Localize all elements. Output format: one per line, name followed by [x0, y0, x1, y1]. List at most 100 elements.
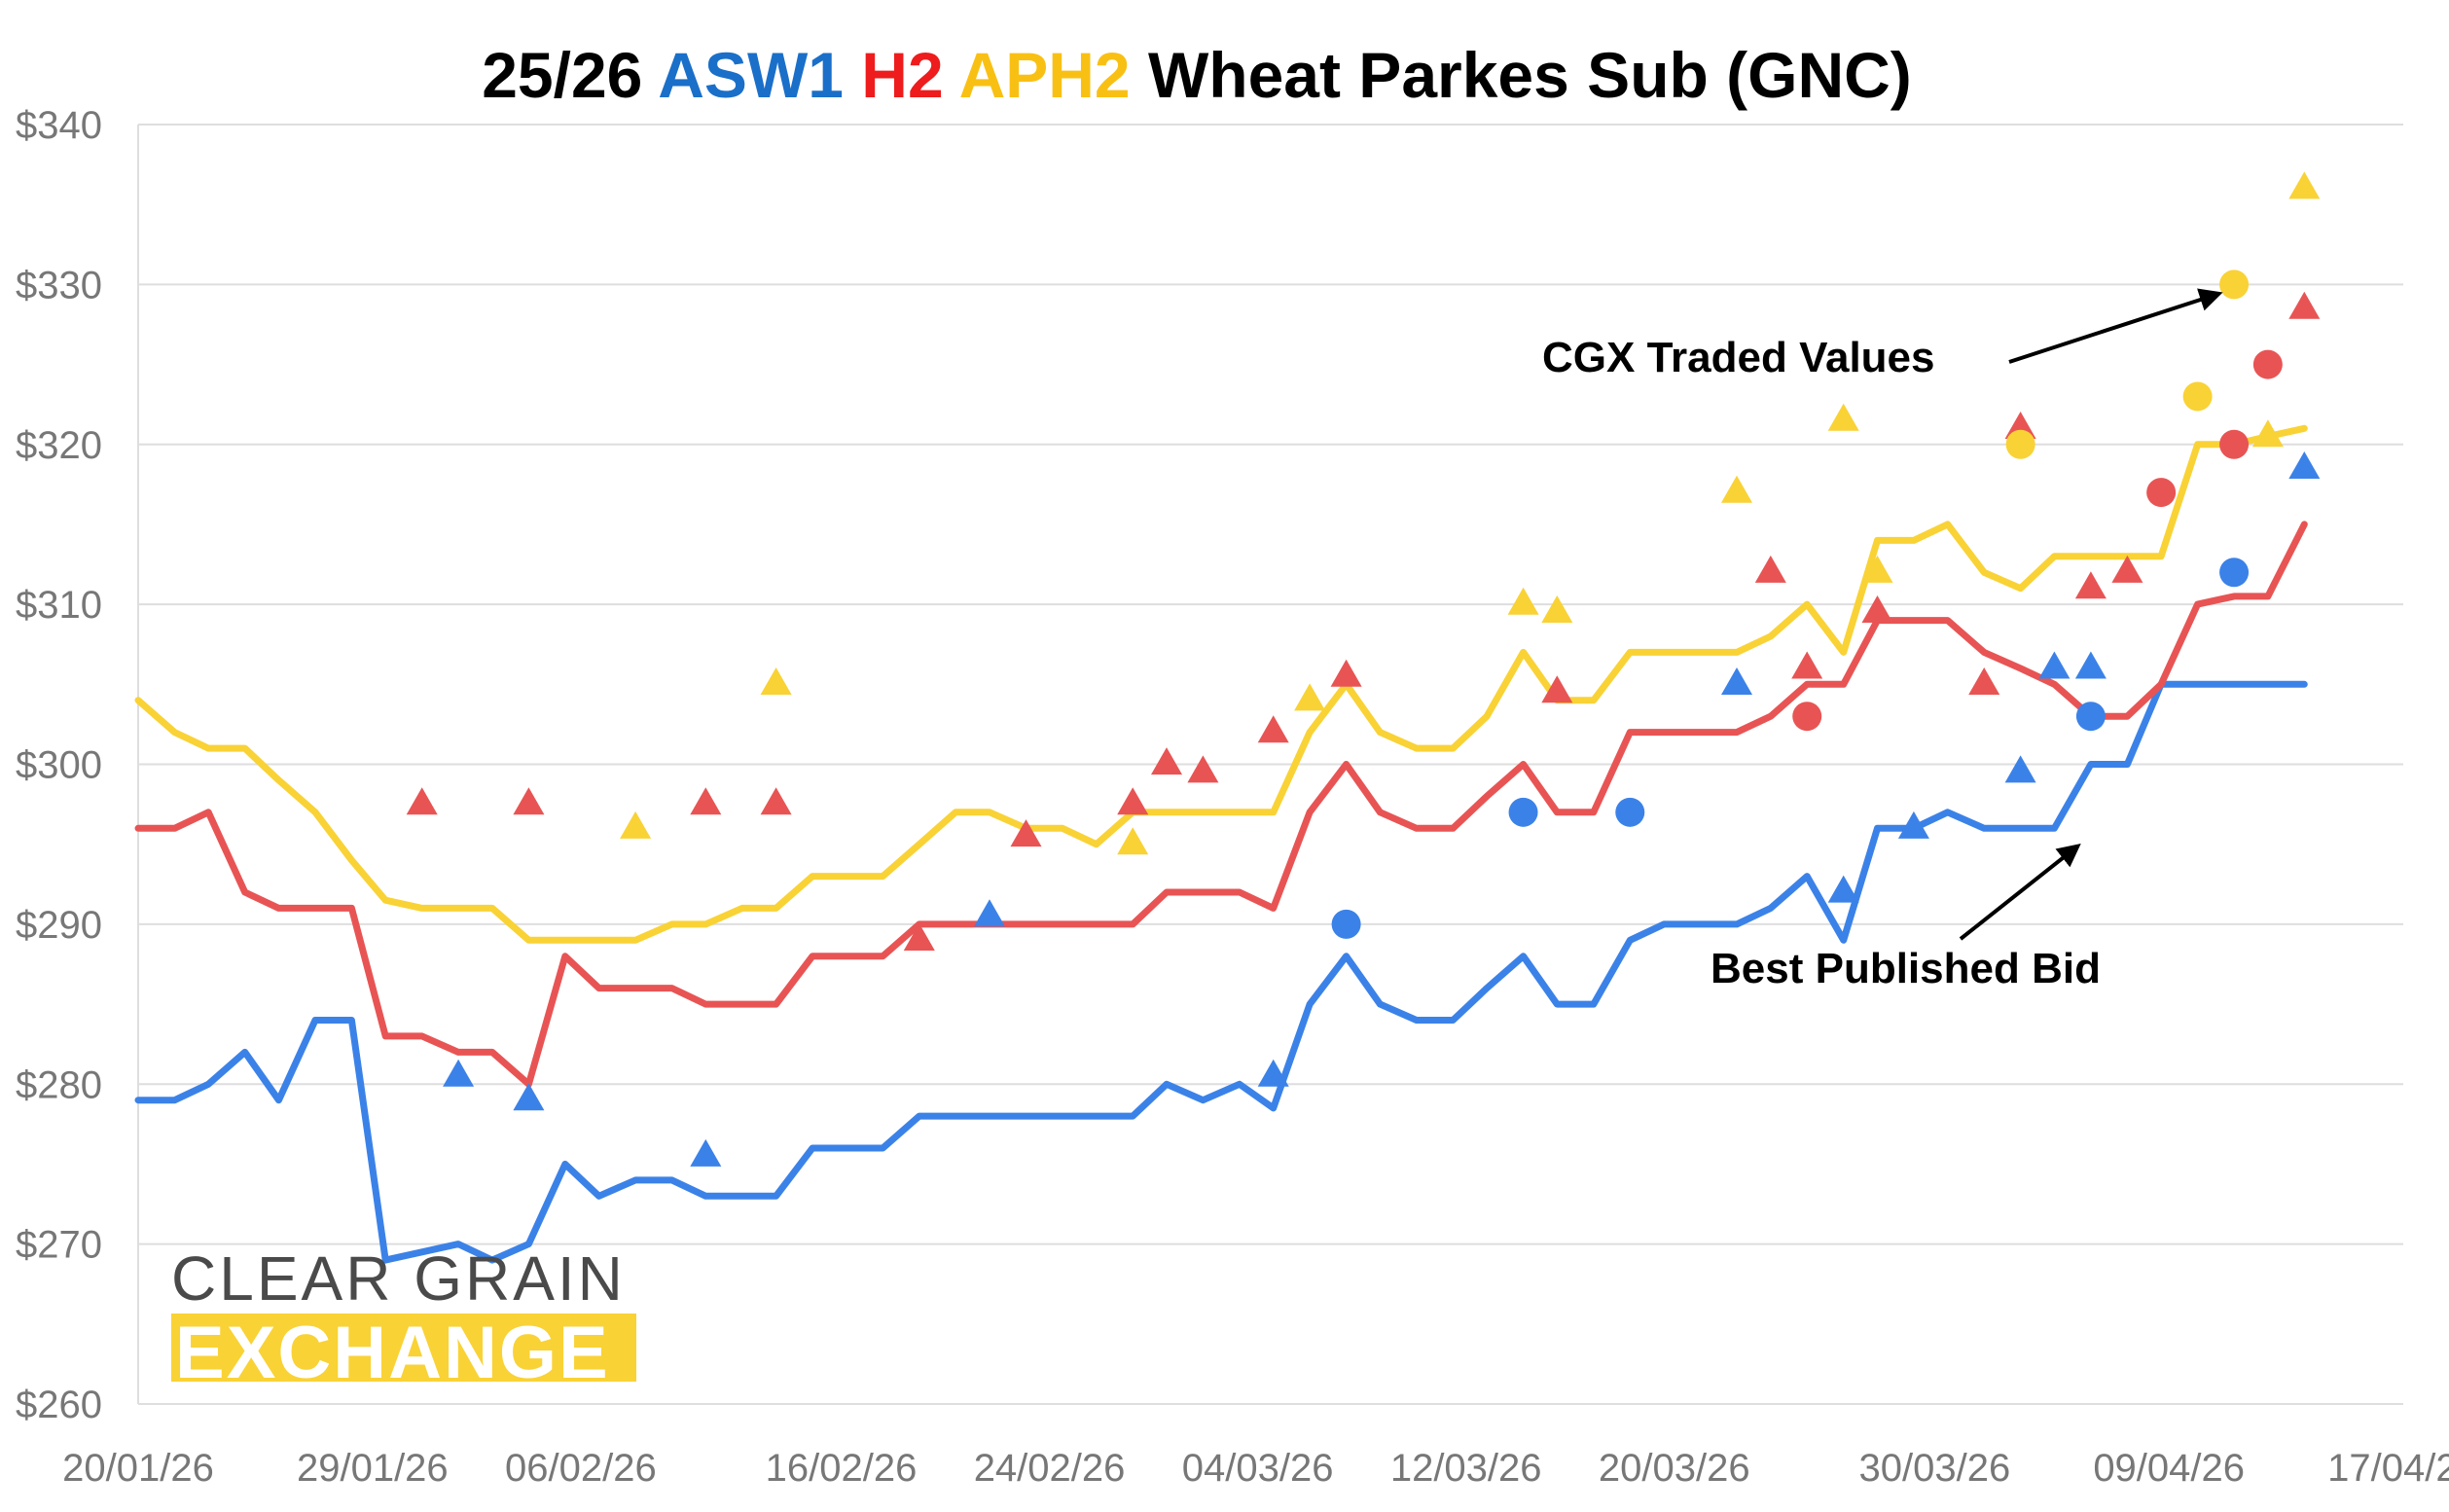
- marker-h2-traded-triangle: [406, 787, 438, 815]
- marker-asw1-traded-triangle: [2288, 451, 2321, 479]
- marker-aph2-traded-triangle: [1507, 587, 1539, 615]
- marker-asw1-traded-circle: [1615, 797, 1645, 827]
- bid-lines: [134, 424, 2308, 1264]
- marker-aph2-traded-triangle: [1541, 595, 1573, 623]
- traded-markers: [406, 171, 2321, 1167]
- marker-h2-traded-triangle: [1861, 595, 1893, 623]
- marker-h2-traded-triangle: [1754, 555, 1786, 583]
- series-line-h2-bid: [134, 521, 2308, 1088]
- x-tick-label: 04/03/26: [1182, 1447, 1334, 1490]
- title-part: [944, 39, 959, 111]
- title-part: Wheat Parkes Sub (GNC): [1131, 39, 1912, 111]
- annotation-traded-arrow: [2008, 288, 2223, 364]
- title-part: [844, 39, 861, 111]
- marker-h2-traded-triangle: [1187, 755, 1219, 783]
- marker-asw1-traded-triangle: [443, 1059, 475, 1087]
- series-line-asw1-bid: [134, 680, 2308, 1264]
- marker-aph2-traded-triangle: [1117, 827, 1149, 855]
- marker-asw1-traded-triangle: [2074, 651, 2107, 679]
- annotation-best-bid: Best Published Bid: [1711, 945, 2101, 992]
- marker-h2-traded-triangle: [2111, 555, 2143, 583]
- marker-aph2-traded-triangle: [1721, 475, 1752, 503]
- x-tick-label: 17/04/26: [2327, 1447, 2449, 1490]
- annotation-bid-arrow: [1959, 844, 2081, 941]
- title-part: 25/26: [482, 39, 658, 111]
- x-tick-label: 20/03/26: [1599, 1447, 1750, 1490]
- chart-title: 25/26 ASW1 H2 APH2 Wheat Parkes Sub (GNC…: [482, 39, 1912, 111]
- y-tick-label: $340: [16, 104, 102, 147]
- y-tick-label: $280: [16, 1063, 102, 1106]
- marker-aph2-traded-circle: [2182, 381, 2213, 412]
- marker-asw1-traded-circle: [1331, 909, 1361, 939]
- marker-h2-traded-triangle: [1010, 819, 1042, 847]
- marker-asw1-traded-circle: [2219, 558, 2250, 588]
- gridlines: [137, 124, 2403, 1405]
- marker-h2-traded-circle: [2219, 429, 2250, 459]
- series-line-aph2-bid: [134, 424, 2308, 944]
- title-part: APH2: [959, 39, 1131, 111]
- marker-h2-traded-circle: [2146, 478, 2177, 508]
- marker-asw1-traded-circle: [1508, 797, 1538, 827]
- y-axis: $260 $270 $280 $290 $300 $310 $320 $330 $340: [16, 104, 102, 1426]
- marker-asw1-traded-triangle: [1721, 667, 1752, 695]
- title-part: H2: [861, 39, 943, 111]
- x-tick-label: 16/02/26: [766, 1447, 918, 1490]
- annotation-traded-values: CGX Traded Values: [1542, 334, 1935, 381]
- x-tick-label: 06/02/26: [505, 1447, 657, 1490]
- marker-h2-traded-triangle: [2004, 412, 2036, 439]
- clear-grain-exchange-logo: CLEAR GRAIN EXCHANGE: [171, 1243, 636, 1394]
- marker-asw1-traded-triangle: [513, 1083, 545, 1111]
- marker-h2-traded-triangle: [1117, 787, 1149, 815]
- marker-asw1-traded-triangle: [1827, 875, 1859, 903]
- y-tick-label: $300: [16, 744, 102, 787]
- marker-asw1-traded-triangle: [2038, 651, 2071, 679]
- x-tick-label: 30/03/26: [1858, 1447, 2010, 1490]
- x-axis: 20/01/26 29/01/26 06/02/26 16/02/26 24/02/26…: [62, 1447, 2449, 1490]
- logo-line2: EXCHANGE: [175, 1312, 610, 1394]
- marker-h2-traded-triangle: [1968, 667, 2000, 695]
- marker-h2-traded-triangle: [2074, 571, 2107, 599]
- marker-asw1-traded-triangle: [690, 1138, 722, 1167]
- x-tick-label: 12/03/26: [1390, 1447, 1542, 1490]
- marker-h2-traded-triangle: [1257, 715, 1289, 743]
- marker-h2-traded-triangle: [513, 787, 545, 815]
- y-tick-label: $330: [16, 264, 102, 306]
- marker-h2-traded-triangle: [2288, 291, 2321, 319]
- y-tick-label: $270: [16, 1224, 102, 1267]
- marker-aph2-traded-triangle: [2288, 171, 2321, 199]
- marker-h2-traded-triangle: [1330, 659, 1362, 687]
- x-tick-label: 20/01/26: [62, 1447, 214, 1490]
- marker-aph2-traded-triangle: [760, 667, 792, 695]
- marker-h2-traded-triangle: [1791, 651, 1823, 679]
- y-tick-label: $320: [16, 424, 102, 467]
- x-tick-label: 24/02/26: [974, 1447, 1126, 1490]
- marker-h2-traded-triangle: [760, 787, 792, 815]
- y-tick-label: $310: [16, 584, 102, 627]
- y-tick-label: $260: [16, 1384, 102, 1426]
- marker-aph2-traded-triangle: [1827, 403, 1859, 431]
- marker-h2-traded-circle: [1792, 702, 1822, 732]
- annotations: CGX Traded Values Best Published Bid: [1542, 288, 2223, 992]
- title-part: ASW1: [658, 39, 844, 111]
- marker-asw1-traded-triangle: [1257, 1059, 1289, 1087]
- marker-aph2-traded-triangle: [1294, 683, 1326, 711]
- marker-h2-traded-triangle: [1541, 675, 1573, 703]
- marker-h2-traded-triangle: [903, 923, 935, 951]
- marker-aph2-traded-triangle: [2251, 419, 2284, 448]
- marker-asw1-traded-triangle: [974, 899, 1005, 927]
- x-tick-label: 29/01/26: [297, 1447, 449, 1490]
- marker-h2-traded-circle: [2252, 349, 2283, 379]
- logo-band: [171, 1314, 636, 1382]
- marker-asw1-traded-circle: [2075, 702, 2106, 732]
- marker-asw1-traded-triangle: [2004, 755, 2036, 783]
- marker-aph2-traded-triangle: [620, 810, 652, 839]
- marker-aph2-traded-circle: [2005, 429, 2035, 459]
- marker-h2-traded-triangle: [1151, 747, 1182, 775]
- marker-asw1-traded-triangle: [1897, 810, 1929, 839]
- y-tick-label: $290: [16, 904, 102, 947]
- marker-aph2-traded-circle: [2219, 270, 2250, 300]
- marker-h2-traded-triangle: [690, 787, 722, 815]
- logo-line1: CLEAR GRAIN: [171, 1243, 626, 1314]
